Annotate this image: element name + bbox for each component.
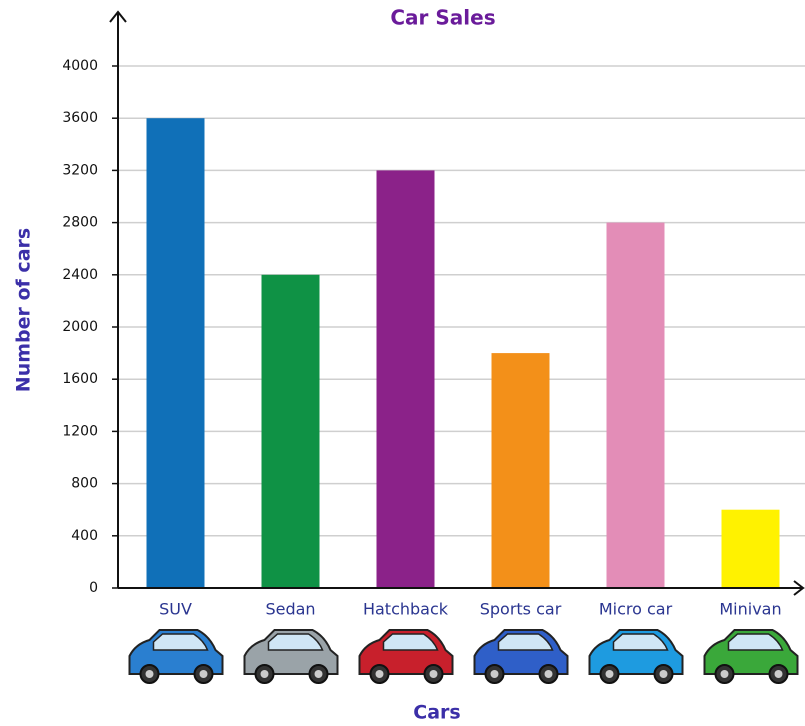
car-hub xyxy=(775,670,783,678)
y-tick-label: 2800 xyxy=(62,215,98,231)
car-icon xyxy=(475,630,568,683)
bar xyxy=(377,170,435,588)
y-tick-label: 2400 xyxy=(62,267,98,283)
x-tick-label: Micro car xyxy=(599,600,673,619)
y-tick-label: 3200 xyxy=(62,162,98,178)
bar xyxy=(492,353,550,588)
car-icon xyxy=(590,630,683,683)
car-hub xyxy=(545,670,553,678)
x-tick-label: Hatchback xyxy=(363,600,449,619)
car-hub xyxy=(200,670,208,678)
car-hub xyxy=(430,670,438,678)
car-icon xyxy=(130,630,223,683)
plot-area: 0 400 800 1200 1600 2000 2400 2800 3200 3600 4000 S… xyxy=(62,58,805,619)
car-icon xyxy=(360,630,453,683)
bar xyxy=(147,118,205,588)
car-icon xyxy=(705,630,798,683)
bar xyxy=(607,223,665,588)
bar xyxy=(262,275,320,588)
bar xyxy=(722,510,780,588)
x-tick-label: SUV xyxy=(159,600,192,619)
y-tick-label: 2000 xyxy=(62,319,98,335)
y-tick-label: 800 xyxy=(71,476,98,492)
car-icons xyxy=(130,630,798,683)
y-axis-label: Number of cars xyxy=(13,228,35,392)
y-tick-label: 1600 xyxy=(62,371,98,387)
car-hub xyxy=(261,670,269,678)
axes xyxy=(110,12,803,595)
x-tick-label: Sedan xyxy=(265,600,315,619)
car-hub xyxy=(491,670,499,678)
car-hub xyxy=(146,670,154,678)
page: {"chart_data": {"type": "bar", "title": … xyxy=(0,0,805,726)
car-hub xyxy=(376,670,384,678)
x-tick-label: Sports car xyxy=(480,600,562,619)
car-hub xyxy=(606,670,614,678)
y-tick-label: 0 xyxy=(89,580,98,596)
chart-title: Car Sales xyxy=(390,6,495,30)
car-icon xyxy=(245,630,338,683)
y-tick-label: 400 xyxy=(71,528,98,544)
x-axis-label: Cars xyxy=(413,702,460,724)
y-tick-label: 4000 xyxy=(62,58,98,74)
y-tick-label: 1200 xyxy=(62,423,98,439)
x-tick-label: Minivan xyxy=(719,600,781,619)
car-hub xyxy=(315,670,323,678)
chart: Car Sales Number of cars Cars 0 400 800 120… xyxy=(0,0,805,726)
car-hub xyxy=(721,670,729,678)
car-hub xyxy=(660,670,668,678)
y-tick-label: 3600 xyxy=(62,110,98,126)
